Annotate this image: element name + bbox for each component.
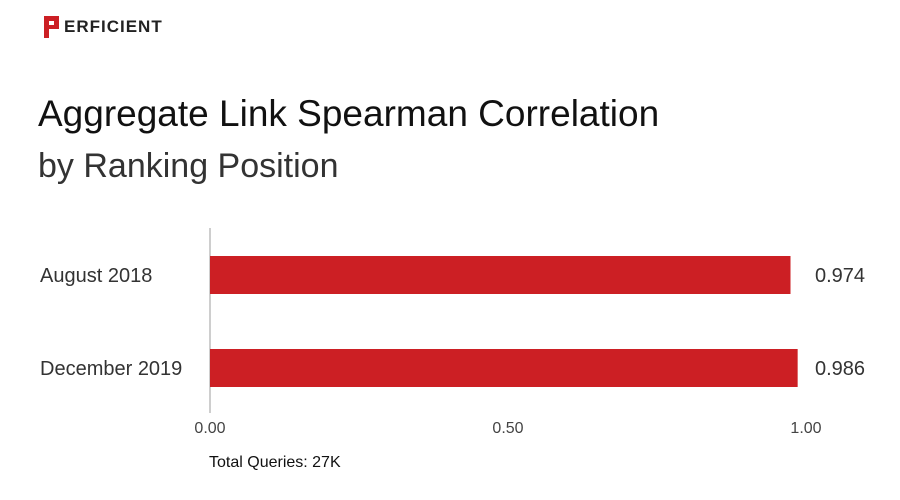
brand-name: ERFICIENT xyxy=(64,17,163,36)
data-label: 0.974 xyxy=(815,265,865,287)
bar xyxy=(210,256,791,294)
x-tick-label: 0.00 xyxy=(194,420,225,437)
x-tick-label: 0.50 xyxy=(492,420,523,437)
category-label: December 2019 xyxy=(40,358,182,380)
chart-subtitle: by Ranking Position xyxy=(38,147,339,185)
data-label: 0.986 xyxy=(815,358,865,380)
perficient-logo-icon xyxy=(44,16,59,38)
chart-footnote: Total Queries: 27K xyxy=(209,454,341,471)
brand-logo: ERFICIENT xyxy=(42,14,163,40)
bar xyxy=(210,349,798,387)
x-tick-label: 1.00 xyxy=(790,420,821,437)
chart-title: Aggregate Link Spearman Correlation xyxy=(38,93,660,134)
category-label: August 2018 xyxy=(40,265,152,287)
